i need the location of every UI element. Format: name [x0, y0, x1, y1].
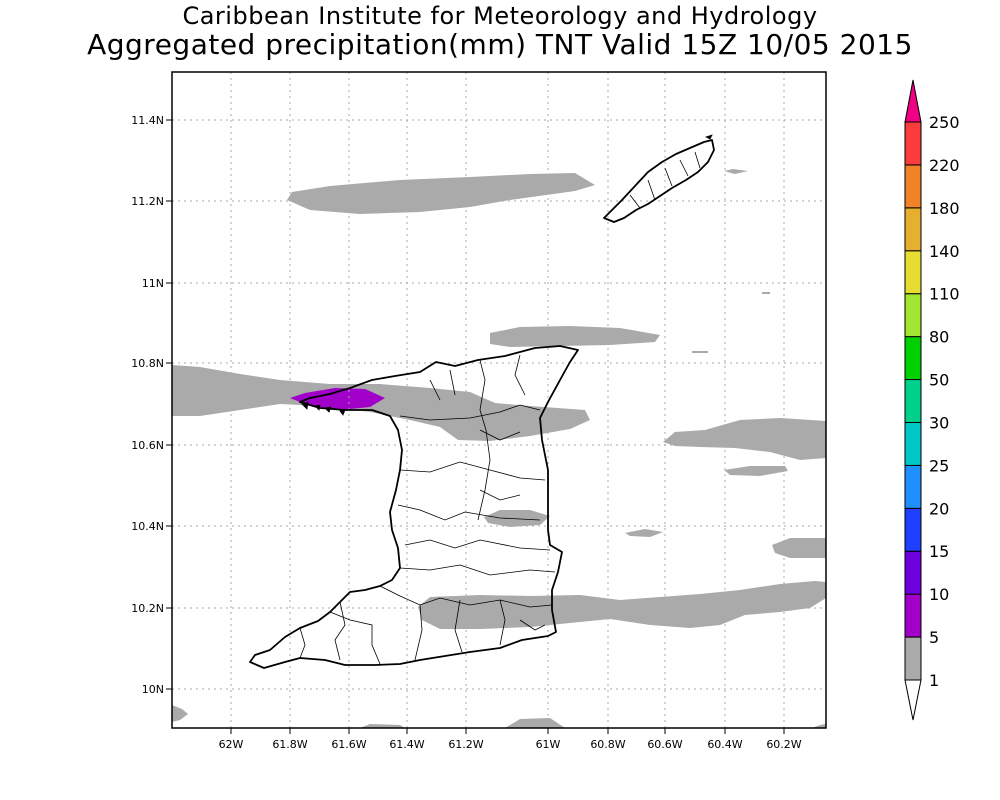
colorbar-swatch [904, 636, 922, 681]
colorbar-swatch [904, 421, 922, 466]
lon-tick-label: 61W [536, 738, 561, 751]
colorbar-swatch [904, 207, 922, 252]
lon-tick-label: 61.4W [389, 738, 424, 751]
colorbar-swatch [904, 121, 922, 166]
lat-tick-label: 10.4N [131, 520, 164, 533]
colorbar-label: 15 [929, 542, 949, 561]
colorbar-swatch [904, 336, 922, 381]
lon-tick-label: 62W [219, 738, 244, 751]
trinidad-outline [249, 345, 579, 669]
colorbar-label: 20 [929, 499, 949, 518]
precip-area-southwest-corner [172, 705, 188, 722]
trinidad-internal-boundaries [299, 354, 556, 665]
colorbar-bottom-arrow [904, 679, 922, 721]
land-outlines [249, 134, 715, 669]
precip-area-main-band [172, 365, 590, 441]
colorbar-swatch [904, 164, 922, 209]
precip-area-5-10mm [290, 388, 385, 410]
precip-area-east-small [724, 466, 788, 476]
precip-area-small-east [625, 529, 663, 537]
precip-area-northeast [490, 326, 660, 347]
colorbar-label: 1 [929, 671, 939, 690]
lon-tick-label: 61.2W [448, 738, 483, 751]
map-title-line1: Caribbean Institute for Meteorology and … [182, 2, 818, 30]
map-grid [172, 72, 826, 728]
precip-area-far-east [772, 538, 826, 558]
precip-area-south-edge [360, 718, 826, 728]
colorbar-label: 10 [929, 585, 949, 604]
colorbar-swatch [904, 293, 922, 338]
lon-tick-label: 60.6W [647, 738, 682, 751]
colorbar-swatch [904, 464, 922, 509]
lat-tick-label: 10.8N [131, 357, 164, 370]
colorbar-label: 25 [929, 456, 949, 475]
colorbar-label: 250 [929, 113, 960, 132]
lat-tick-label: 10.2N [131, 602, 164, 615]
small-islands [301, 134, 713, 416]
lat-tick-label: 11.4N [131, 114, 164, 127]
precip-area-speck [692, 169, 770, 353]
colorbar-swatch [904, 507, 922, 552]
colorbar-swatch [904, 379, 922, 423]
colorbar-label: 220 [929, 156, 960, 175]
precip-area-south-band [418, 581, 826, 629]
lat-tick-label: 11N [142, 277, 164, 290]
precipitation-shading [172, 169, 826, 728]
colorbar-swatch [904, 593, 922, 638]
latitude-tick-labels: 11.4N 11.2N 11N 10.8N 10.6N 10.4N 10.2N 10N [131, 114, 172, 696]
colorbar-swatch [904, 550, 922, 595]
colorbar-label: 80 [929, 328, 949, 347]
map-title-line2: Aggregated precipitation(mm) TNT Valid 1… [87, 28, 913, 61]
lat-tick-label: 10.6N [131, 439, 164, 452]
lon-tick-label: 60.8W [590, 738, 625, 751]
tobago-internal-boundaries [629, 151, 701, 209]
longitude-tick-labels: 62W 61.8W 61.6W 61.4W 61.2W 61W 60.8W 60.6W 60.4… [219, 728, 802, 751]
lat-tick-label: 11.2N [131, 195, 164, 208]
lon-tick-label: 60.4W [707, 738, 742, 751]
precip-area-east [663, 418, 826, 460]
colorbar-label: 180 [929, 199, 960, 218]
colorbar-label: 5 [929, 628, 939, 647]
colorbar-top-arrow [904, 79, 922, 123]
lat-tick-label: 10N [142, 683, 164, 696]
colorbar-label: 140 [929, 242, 960, 261]
colorbar-label: 30 [929, 413, 949, 432]
tobago-outline [603, 139, 715, 223]
lon-tick-label: 61.6W [331, 738, 366, 751]
map-frame [171, 71, 827, 729]
lon-tick-label: 61.8W [272, 738, 307, 751]
colorbar-label: 110 [929, 285, 960, 304]
lon-tick-label: 60.2W [766, 738, 801, 751]
colorbar-label: 50 [929, 371, 949, 390]
precip-area-north [287, 173, 595, 214]
colorbar-swatch [904, 250, 922, 295]
